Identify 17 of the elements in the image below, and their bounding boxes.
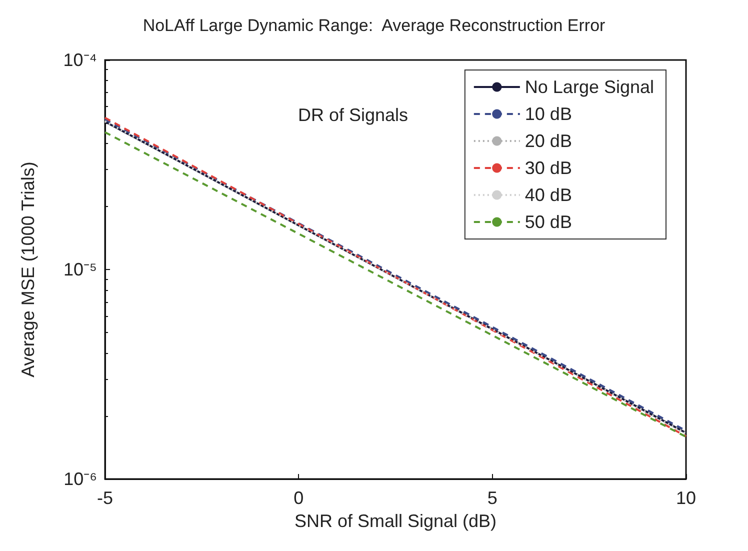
x-tick-label: 5 bbox=[487, 488, 498, 508]
legend-label: 10 dB bbox=[524, 104, 572, 124]
legend-label: 30 dB bbox=[524, 158, 572, 178]
y-tick-label: 10⁻⁶ bbox=[64, 469, 97, 489]
legend-label: No Large Signal bbox=[524, 77, 654, 97]
legend-label: 40 dB bbox=[524, 185, 572, 205]
chart-title: NoLAff Large Dynamic Range: Average Reconstruction Error bbox=[142, 16, 606, 35]
x-tick-label: 10 bbox=[676, 488, 696, 508]
y-tick-label: 10⁻⁴ bbox=[63, 50, 97, 70]
legend-label: 20 dB bbox=[524, 131, 572, 151]
y-axis-title: Average MSE (1000 Trials) bbox=[18, 162, 38, 378]
y-tick-label: 10⁻⁵ bbox=[64, 260, 97, 280]
legend-title: DR of Signals bbox=[298, 105, 408, 125]
x-axis-title: SNR of Small Signal (dB) bbox=[294, 510, 497, 531]
legend-label: 50 dB bbox=[524, 212, 572, 232]
x-tick-label: -5 bbox=[96, 488, 114, 508]
x-tick-label: 0 bbox=[294, 488, 304, 508]
